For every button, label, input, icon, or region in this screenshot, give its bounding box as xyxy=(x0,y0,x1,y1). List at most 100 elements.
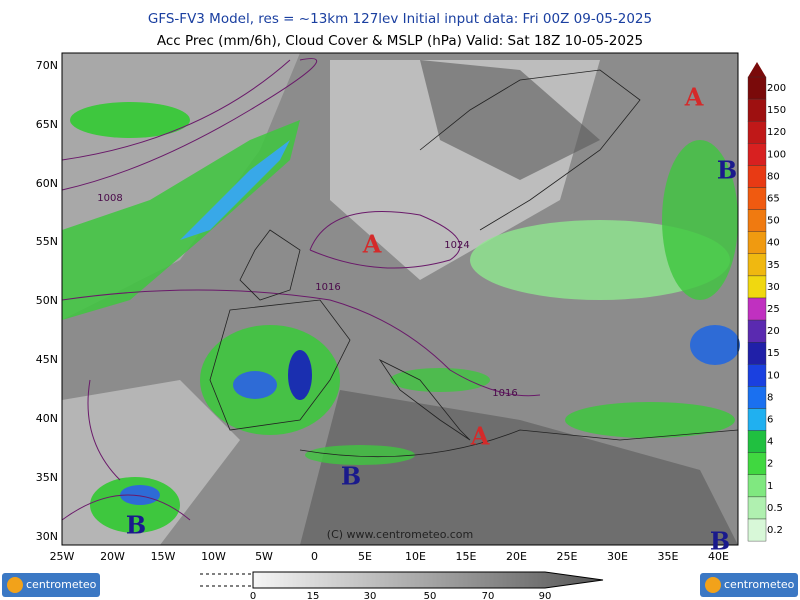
legend-swatch xyxy=(747,209,767,232)
lat-label: 35N xyxy=(36,471,58,484)
legend-label: 4 xyxy=(767,437,773,448)
legend-label: 150 xyxy=(767,105,786,116)
cloud-patch xyxy=(300,390,738,545)
cloud-label: 70 xyxy=(482,591,495,600)
legend-swatch xyxy=(747,496,767,520)
lon-label: 5W xyxy=(255,550,273,563)
legend-label: 65 xyxy=(767,194,780,205)
lat-label: 70N xyxy=(36,59,58,72)
cloud-label: 50 xyxy=(424,591,437,600)
lon-label: 0 xyxy=(311,550,318,563)
legend-swatch xyxy=(747,231,767,254)
legend-label: 20 xyxy=(767,326,780,337)
cloud-label: 0 xyxy=(250,591,256,600)
legend-swatch xyxy=(747,165,767,188)
legend-label: 25 xyxy=(767,304,780,315)
lat-label: 40N xyxy=(36,412,58,425)
legend-swatch xyxy=(747,143,767,166)
lon-label: 10W xyxy=(201,550,226,563)
lon-label: 15E xyxy=(456,550,477,563)
legend-swatch xyxy=(747,518,767,542)
pressure-center: B xyxy=(717,156,737,185)
legend-swatch xyxy=(747,297,767,321)
logo-text: centrometeo xyxy=(724,578,795,591)
map xyxy=(61,53,740,545)
pressure-center: B xyxy=(126,511,146,540)
lat-label: 50N xyxy=(36,294,58,307)
logo: centrometeo xyxy=(700,573,798,597)
isobars xyxy=(61,58,541,521)
logo-text: centrometeo xyxy=(26,578,97,591)
cloud-label: 15 xyxy=(307,591,320,600)
lat-label: 65N xyxy=(36,118,58,131)
legend-label: 8 xyxy=(767,392,773,403)
lon-label: 20E xyxy=(506,550,527,563)
precip-band xyxy=(62,120,300,320)
lon-label: 5E xyxy=(358,550,372,563)
pressure-center: B xyxy=(710,527,730,556)
legend-label: 15 xyxy=(767,348,780,359)
pressure-center: B xyxy=(341,462,361,491)
lat-label: 55N xyxy=(36,235,58,248)
isobar-label: 1016 xyxy=(492,388,517,399)
legend-label: 1 xyxy=(767,481,773,492)
lon-label: 10E xyxy=(405,550,426,563)
isobar-label: 1024 xyxy=(444,240,469,251)
lon-label: 35E xyxy=(658,550,679,563)
precip-area xyxy=(305,445,415,465)
legend-label: 0.2 xyxy=(767,525,783,536)
legend-label: 0.5 xyxy=(767,503,783,514)
precip-area xyxy=(233,371,277,399)
legend-label: 6 xyxy=(767,415,773,426)
header-field: Acc Prec (mm/6h), Cloud Cover & MSLP (hP… xyxy=(157,33,643,49)
legend-label: 10 xyxy=(767,370,780,381)
lon-label: 25W xyxy=(50,550,75,563)
precip-area xyxy=(288,350,312,400)
lon-label: 20W xyxy=(100,550,125,563)
isobar-label: 1016 xyxy=(315,282,340,293)
precip-area xyxy=(662,140,738,300)
lon-label: 30E xyxy=(607,550,628,563)
precip-area xyxy=(690,325,740,365)
legend-label: 35 xyxy=(767,260,780,271)
lon-label: 25E xyxy=(557,550,578,563)
pressure-center: A xyxy=(470,422,490,451)
legend-label: 40 xyxy=(767,238,780,249)
legend-tip xyxy=(748,62,766,77)
legend-swatch xyxy=(747,120,767,144)
lat-label: 60N xyxy=(36,177,58,190)
legend-swatch xyxy=(747,364,767,387)
legend-swatch xyxy=(747,474,767,498)
coastlines xyxy=(209,69,739,458)
lat-label: 30N xyxy=(36,530,58,543)
legend-swatch xyxy=(747,275,767,299)
header-model: GFS-FV3 Model, res = ~13km 127lev Initia… xyxy=(148,11,652,27)
legend-label: 2 xyxy=(767,459,773,470)
precip-area xyxy=(120,485,160,505)
cloud-legend-dash xyxy=(200,573,253,587)
precip-area xyxy=(390,368,490,392)
lat-label: 45N xyxy=(36,353,58,366)
legend-swatch xyxy=(747,187,767,210)
legend-label: 80 xyxy=(767,171,780,182)
isobar-label: 1008 xyxy=(97,193,122,204)
logo: centrometeo xyxy=(2,573,100,597)
legend-swatch xyxy=(747,98,767,122)
legend-label: 100 xyxy=(767,149,786,160)
precip-area xyxy=(70,102,190,138)
precip-band xyxy=(180,140,290,240)
pressure-center: A xyxy=(684,83,704,112)
legend-label: 50 xyxy=(767,216,780,227)
map-frame xyxy=(61,52,739,546)
legend-swatch xyxy=(747,342,767,365)
legend-label: 30 xyxy=(767,282,780,293)
cloud-label: 30 xyxy=(364,591,377,600)
precip-legend: 200 150 120 100 80 65 50 40 35 30 25 20 15 10 8 6 4 2 1 0.5… xyxy=(747,62,786,542)
legend-swatch xyxy=(747,430,767,453)
legend-label: 120 xyxy=(767,127,786,138)
cloud-legend-bar xyxy=(252,571,604,589)
precip-area xyxy=(565,402,735,438)
copyright: (C) www.centrometeo.com xyxy=(327,528,473,541)
legend-swatch xyxy=(747,253,767,277)
